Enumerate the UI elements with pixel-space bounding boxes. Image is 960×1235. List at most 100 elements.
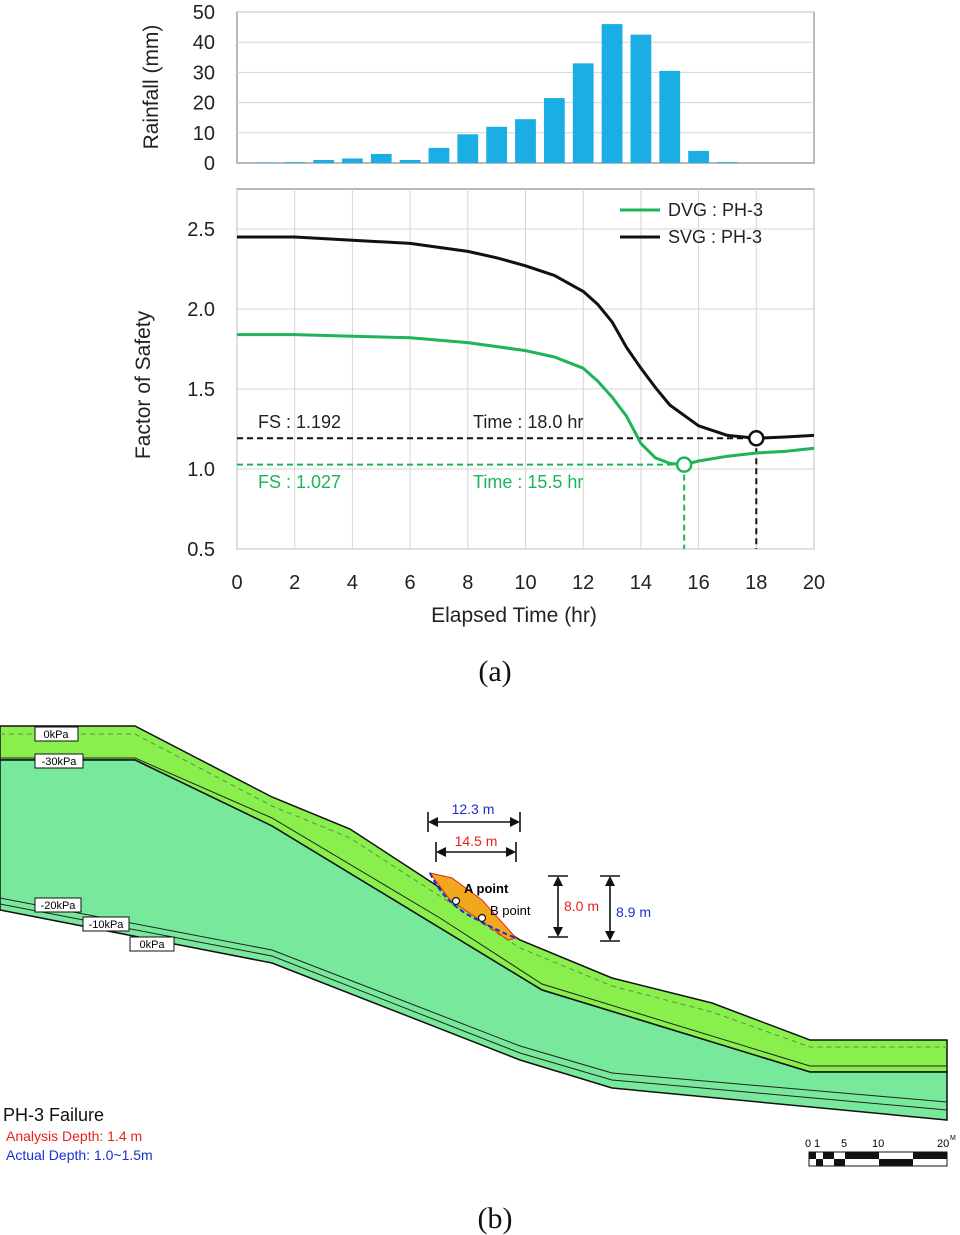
fs-x-tick-label: 10 — [514, 572, 536, 594]
rainfall-bar — [717, 162, 738, 163]
svg-text:10: 10 — [872, 1138, 884, 1150]
fs-x-tick-label: 18 — [745, 572, 767, 594]
fs-chart: 0 2 4 6 8 10 12 14 16 18 20 0.5 1.0 1.5 2.0 2.5 FS : 1… — [132, 188, 825, 627]
dim-14-5m-label: 14.5 m — [455, 833, 498, 849]
fs-x-ticks: 0 2 4 6 8 10 12 14 16 18 20 — [231, 572, 825, 594]
fs-y-tick-label: 1.0 — [187, 459, 215, 481]
dimension-8-9m — [600, 875, 620, 942]
fs-x-tick-label: 16 — [687, 572, 709, 594]
lower-soil-layer — [0, 759, 948, 1121]
slope-cross-section: A point B point 0kPa -30kPa -20kPa -10kP… — [0, 725, 956, 1167]
point-b-marker — [477, 913, 487, 923]
fs-x-tick-label: 2 — [289, 572, 300, 594]
rainfall-bar — [486, 126, 508, 163]
svg-text:0: 0 — [805, 1138, 811, 1150]
fs-x-tick-label: 0 — [231, 572, 242, 594]
caption-b: (b) — [478, 1202, 513, 1235]
rainfall-y-tick-label: 30 — [193, 62, 215, 84]
svg-text:-10kPa: -10kPa — [89, 919, 125, 931]
point-a-marker — [451, 896, 461, 906]
rainfall-bar — [457, 134, 479, 163]
fs-x-axis-label: Elapsed Time (hr) — [431, 604, 597, 627]
failure-title: PH-3 Failure — [3, 1105, 104, 1125]
rainfall-bar — [601, 24, 623, 163]
pressure-line-10kpa — [0, 903, 948, 1111]
fs-legend: DVG : PH-3 SVG : PH-3 — [620, 200, 763, 247]
rainfall-y-ticks: 0 10 20 30 40 50 — [193, 2, 215, 175]
pressure-label-0kpa-bottom: 0kPa — [129, 936, 175, 952]
analysis-depth-label: Analysis Depth: 1.4 m — [6, 1128, 142, 1144]
rainfall-bar — [572, 63, 594, 164]
rainfall-bar — [630, 34, 652, 164]
legend-dvg-label: DVG : PH-3 — [668, 200, 763, 220]
dvg-min-marker — [675, 456, 693, 473]
rainfall-bar — [659, 70, 681, 163]
fs-x-tick-label: 8 — [462, 572, 473, 594]
svg-text:0kPa: 0kPa — [139, 939, 165, 951]
fs-min-markers — [675, 430, 765, 473]
legend-svg-label: SVG : PH-3 — [668, 227, 762, 247]
point-a-label: A point — [464, 881, 509, 896]
fs-y-tick-label: 2.5 — [187, 219, 215, 241]
svg-time-annotation: Time : 18.0 hr — [473, 412, 583, 432]
fs-x-tick-label: 12 — [572, 572, 594, 594]
svg-text:-20kPa: -20kPa — [41, 900, 77, 912]
rainfall-bar — [313, 159, 334, 163]
upper-interface-line — [0, 757, 947, 1067]
svg-text:-30kPa: -30kPa — [42, 756, 78, 768]
rainfall-y-tick-label: 10 — [193, 123, 215, 145]
actual-failure-surface — [429, 872, 517, 939]
rainfall-y-tick-label: 40 — [193, 32, 215, 54]
rainfall-bar — [255, 162, 277, 163]
svg-series-line — [237, 235, 815, 440]
caption-a: (a) — [478, 655, 511, 688]
dimension-12-3m — [427, 812, 521, 832]
rainfall-bar — [284, 162, 306, 163]
svg-text:0kPa: 0kPa — [43, 729, 69, 741]
svg-min-marker — [748, 430, 765, 447]
svg-fs-annotation: FS : 1.192 — [258, 412, 341, 432]
dvg-series-line — [237, 333, 815, 467]
rainfall-y-axis-label: Rainfall (mm) — [140, 25, 163, 150]
rainfall-chart: 0 10 20 30 40 50 Rainfall (mm) — [140, 2, 815, 175]
svg-text:5: 5 — [841, 1138, 847, 1150]
fs-x-tick-label: 14 — [630, 572, 652, 594]
fs-y-ticks: 0.5 1.0 1.5 2.0 2.5 — [187, 219, 215, 561]
rainfall-y-tick-label: 0 — [204, 153, 215, 175]
rainfall-bar — [399, 159, 421, 163]
fs-y-tick-label: 2.0 — [187, 299, 215, 321]
rainfall-bar — [370, 153, 392, 163]
pressure-line-20kpa — [0, 897, 948, 1103]
rainfall-bar — [688, 150, 709, 163]
rainfall-bar — [515, 119, 536, 163]
point-b-label: B point — [490, 903, 531, 918]
rainfall-y-tick-label: 50 — [193, 2, 215, 24]
rainfall-bar — [342, 158, 363, 163]
fs-grid — [236, 189, 815, 550]
svg-text:20: 20 — [937, 1138, 949, 1150]
dim-8-9m-label: 8.9 m — [616, 904, 651, 920]
actual-depth-label: Actual Depth: 1.0~1.5m — [6, 1147, 153, 1163]
fs-x-tick-label: 6 — [405, 572, 416, 594]
dimension-8-0m — [548, 875, 568, 938]
rainfall-bars — [255, 24, 738, 164]
fs-series-lines — [237, 235, 815, 467]
rainfall-bar — [543, 98, 565, 163]
fs-y-tick-label: 0.5 — [187, 539, 215, 561]
dim-8-0m-label: 8.0 m — [564, 898, 599, 914]
pressure-label-20kpa: -20kPa — [34, 897, 82, 913]
dvg-time-annotation: Time : 15.5 hr — [473, 472, 583, 492]
dvg-fs-annotation: FS : 1.027 — [258, 472, 341, 492]
rainfall-grid — [237, 11, 814, 134]
fs-y-axis-label: Factor of Safety — [132, 310, 155, 459]
dim-12-3m-label: 12.3 m — [452, 801, 495, 817]
pressure-label-30kpa: -30kPa — [34, 753, 84, 769]
pressure-label-0kpa-top: 0kPa — [34, 726, 79, 742]
fs-x-tick-label: 4 — [347, 572, 358, 594]
svg-text:M: M — [950, 1135, 956, 1142]
svg-text:1: 1 — [814, 1138, 820, 1150]
rainfall-bar — [428, 147, 450, 163]
scale-bar: 0 1 5 10 20 M — [805, 1135, 956, 1167]
fs-x-tick-label: 20 — [803, 572, 825, 594]
